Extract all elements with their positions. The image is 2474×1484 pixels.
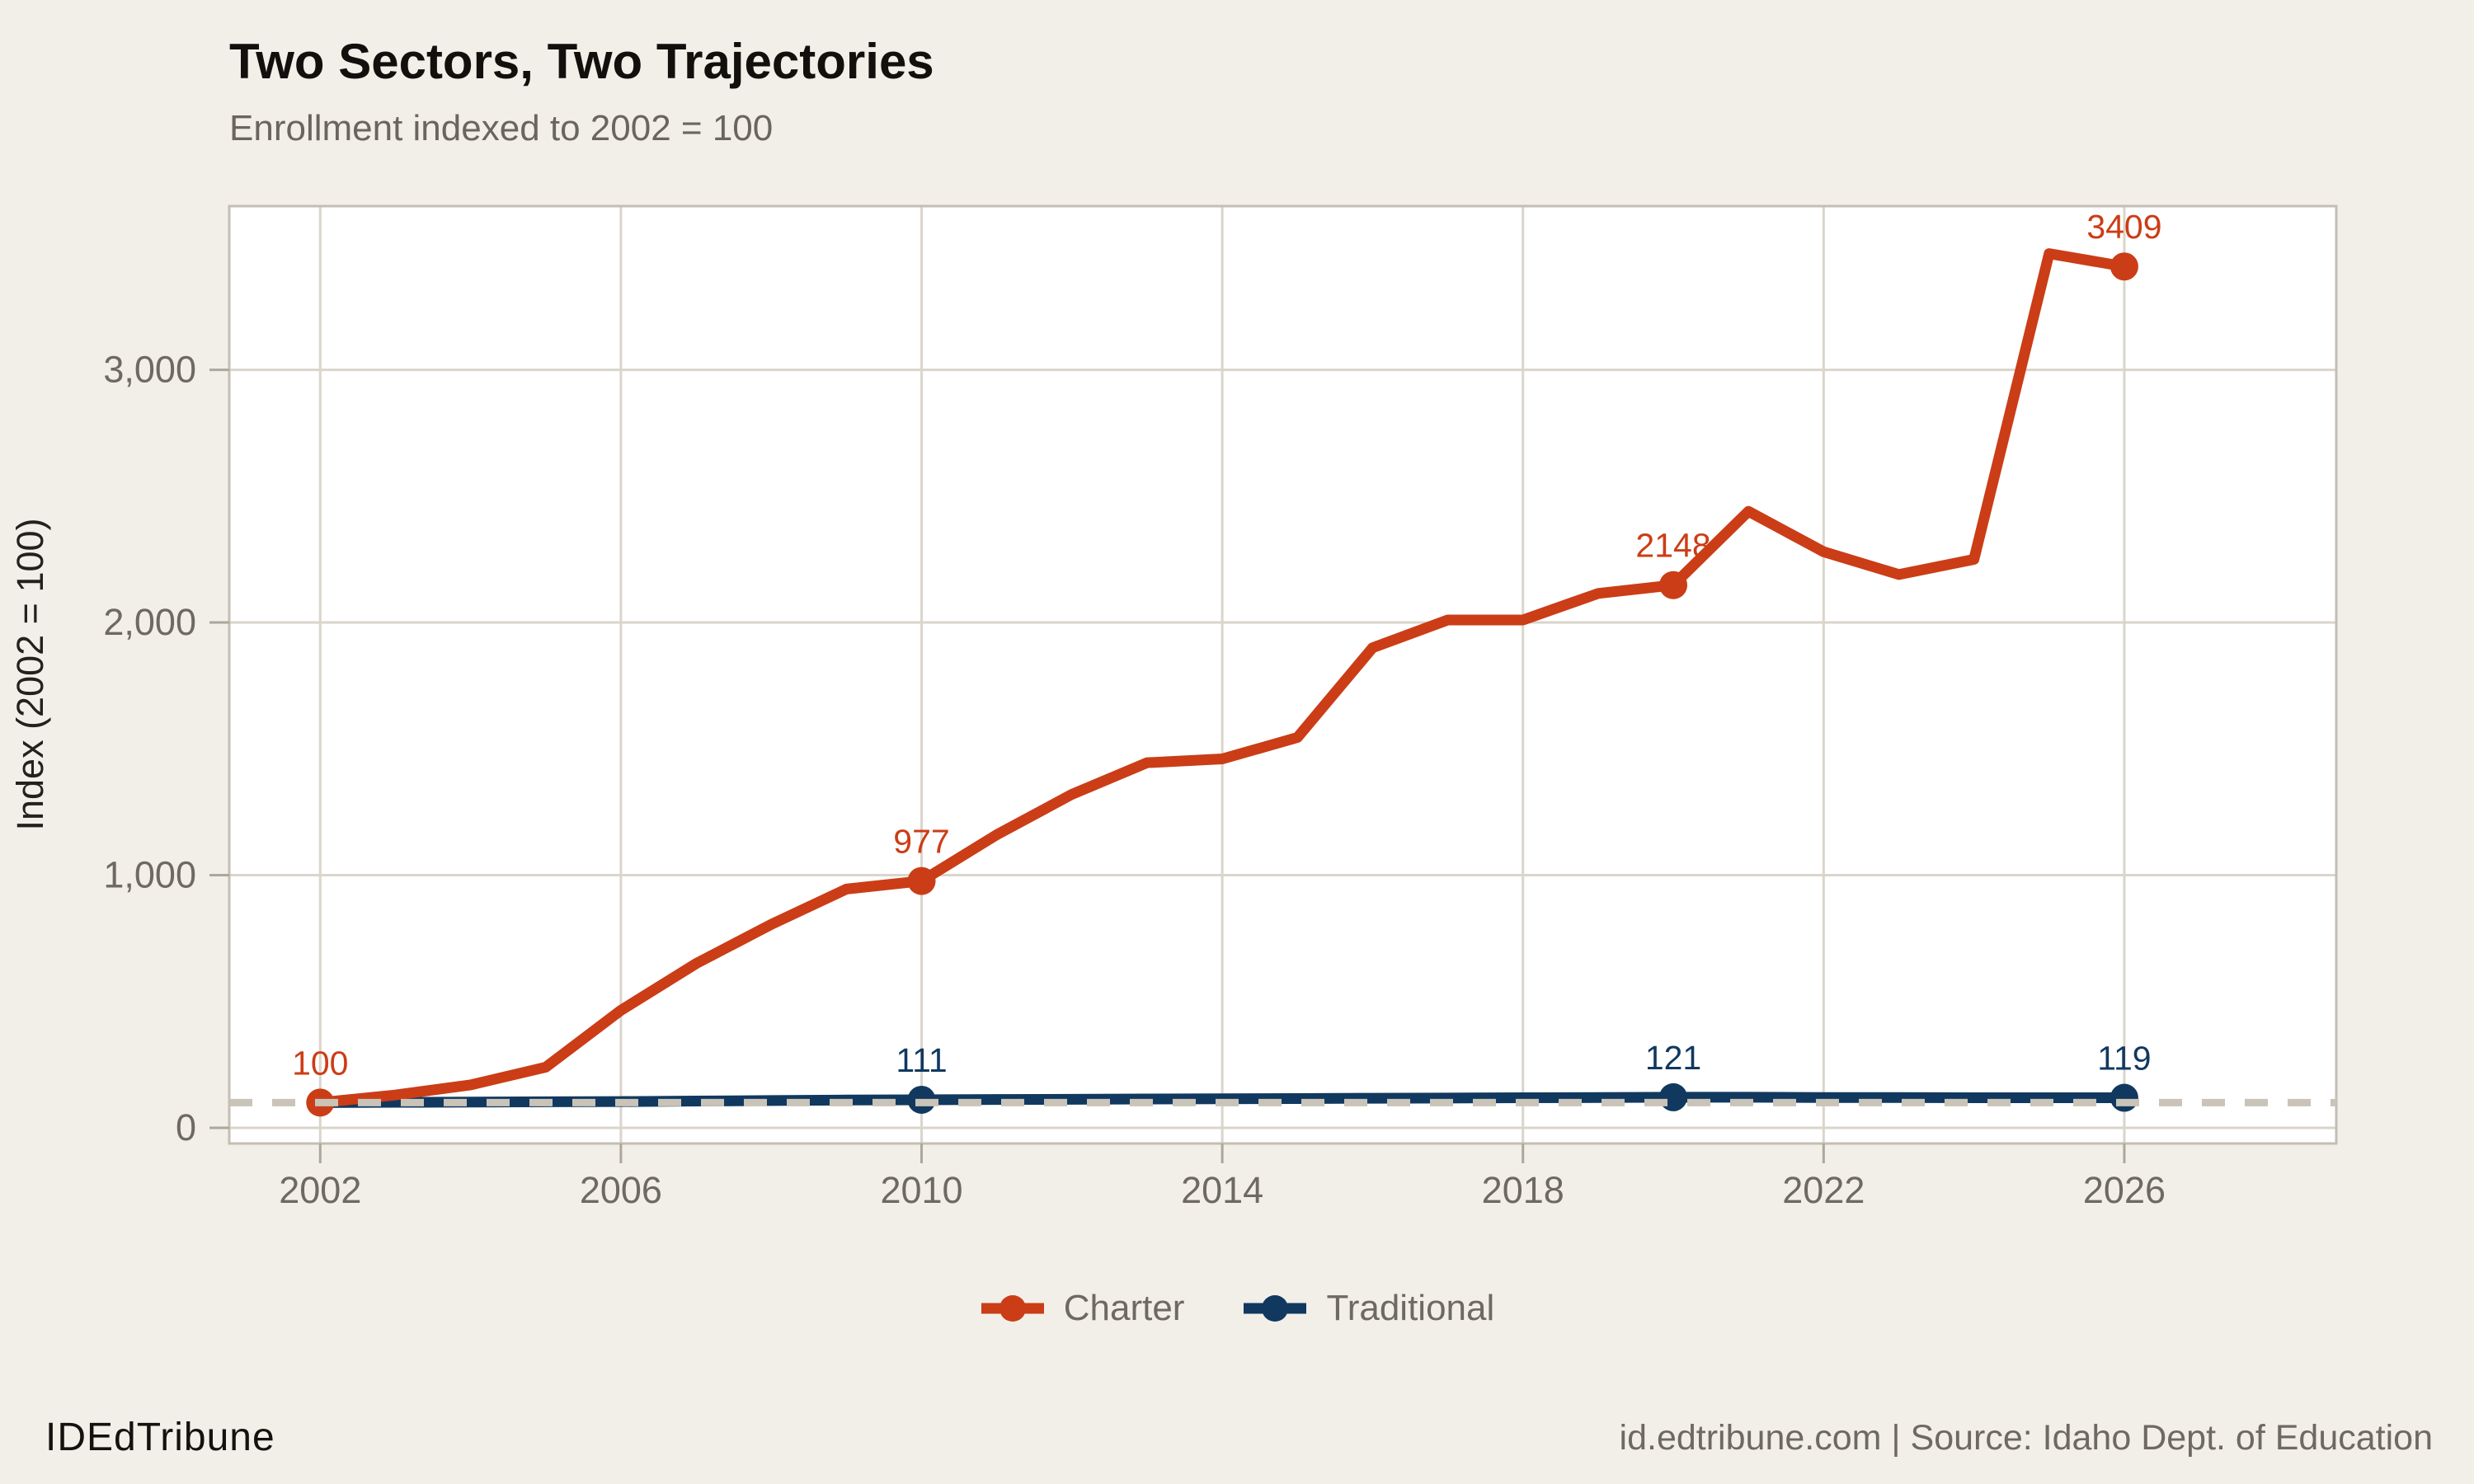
y-tick-label: 3,000 [103,349,196,391]
data-point-label: 121 [1645,1039,1701,1077]
plot-panel [229,206,2336,1144]
data-point-traditional-2020 [1659,1082,1688,1111]
y-tick-label: 1,000 [103,854,196,896]
legend-item-traditional: Traditional [1242,1288,1494,1329]
x-tick-label: 2002 [279,1169,361,1211]
data-point-charter-2026 [2109,252,2138,281]
chart-legend: Charter Traditional [0,1288,2474,1329]
series-line-charter [314,248,2130,1108]
chart-header: Two Sectors, Two Trajectories Enrollment… [229,33,934,149]
data-point-label: 2148 [1635,527,1710,565]
x-tick-label: 2014 [1181,1169,1263,1211]
y-tick-label: 2,000 [103,601,196,643]
data-point-label: 119 [2097,1040,2151,1078]
data-point-label: 111 [896,1041,947,1079]
plot-panel-border [228,204,2338,1145]
legend-key-icon [1244,1295,1307,1322]
data-point-traditional-2026 [2109,1083,2138,1112]
data-point-charter-2010 [907,866,936,895]
x-tick-label: 2022 [1782,1169,1865,1211]
y-axis-title: Index (2002 = 100) [9,518,51,830]
line-chart: 0 1,000 2,000 3,000 2002 2006 2010 2014 2018 2022… [9,204,2338,1211]
legend-label: Charter [1063,1288,1185,1328]
x-tick-label: 2006 [580,1169,662,1211]
source-attribution: id.edtribune.com | Source: Idaho Dept. o… [1619,1418,2433,1458]
x-tick-label: 2026 [2083,1169,2166,1211]
data-point-label: 100 [292,1044,348,1082]
data-point-label: 3409 [2086,208,2161,246]
data-point-charter-2020 [1659,571,1688,599]
legend-item-charter: Charter [980,1288,1185,1329]
chart-subtitle: Enrollment indexed to 2002 = 100 [229,108,774,148]
chart-title: Two Sectors, Two Trajectories [229,34,934,89]
legend-key-icon [981,1295,1044,1322]
data-point-label: 977 [893,823,949,861]
brand-logo: IDEdTribune [45,1416,275,1459]
legend-label: Traditional [1326,1288,1495,1328]
x-tick-label: 2010 [880,1169,962,1211]
x-tick-label: 2018 [1482,1169,1564,1211]
y-tick-label: 0 [176,1106,196,1148]
